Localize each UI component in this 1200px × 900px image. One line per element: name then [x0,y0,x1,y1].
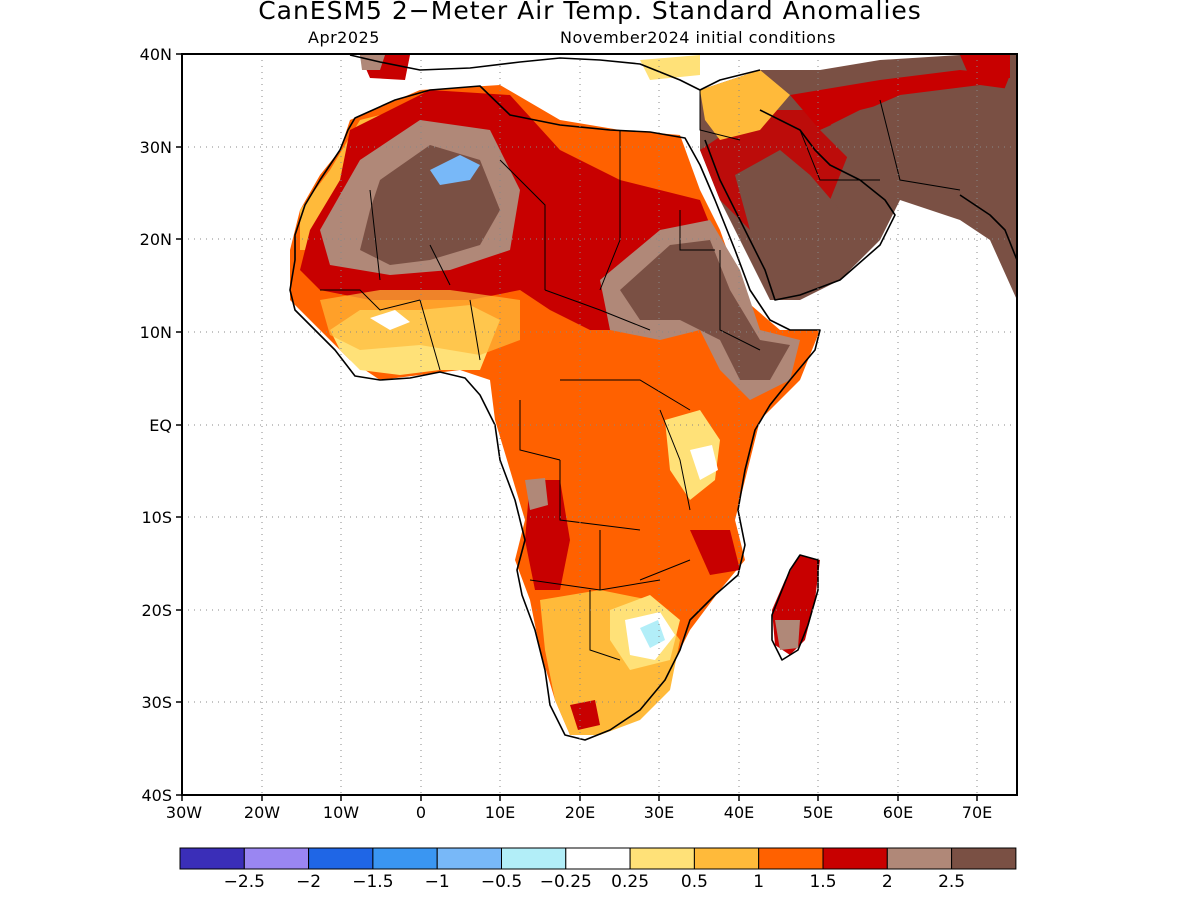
lat-label-10s: 10S [141,508,172,527]
colorbar-label: 2.5 [938,872,965,892]
lon-label-10e: 10E [485,803,515,822]
madagascar-coastline [771,554,819,661]
colorbar-label: −1 [425,872,450,892]
lon-label-10w: 10W [323,803,359,822]
lat-label-20s: 20S [141,601,172,620]
lat-label-30s: 30S [141,693,172,712]
lon-label-30e: 30E [644,803,674,822]
lat-label-30n: 30N [140,138,172,157]
west-africa-white [370,310,410,330]
colorbar-label: −0.5 [481,872,522,892]
iran-dark-brown [820,85,1017,230]
colorbar-swatch [308,847,374,870]
west-africa-light-orange [320,290,520,355]
colorbar-swatch [243,847,310,870]
botswana-cyan [640,620,665,648]
north-med-yellow [640,55,700,80]
arabia-dark-brown [735,150,850,290]
colorbar-swatch [886,847,953,870]
lon-label-30w: 30W [166,803,202,822]
colorbar-swatch [629,847,695,870]
colorbar-label: −2.5 [224,872,265,892]
lon-labels: 30W 20W 10W 0 10E 20E 30E 40E 50E 60E 70… [166,803,992,822]
lon-label-50e: 50E [803,803,833,822]
border-lines [320,90,961,661]
country-borders [320,90,961,661]
arabia-coastline [704,109,896,301]
colorbar: −2.5 −2 −1.5 −1 −0.5 −0.25 0.25 0.5 1 1.5 2 2.5 [179,847,1017,892]
colorbar-swatch [179,847,245,870]
colorbar-swatch [693,847,760,870]
lat-label-40n: 40N [140,45,172,64]
med-coast-europe [349,54,761,91]
lat-label-eq: EQ [149,416,172,435]
lon-label-20e: 20E [565,803,595,822]
forecast-month: Apr2025 [308,28,380,47]
colorbar-swatch [565,847,631,870]
lat-label-20n: 20N [140,230,172,249]
caspian-red [960,55,1010,78]
levant-yellow [700,70,790,140]
lat-label-40s: 40S [141,786,172,805]
coastlines [289,54,1017,741]
gabon-brown [525,478,548,510]
colorbar-label: 0.5 [681,872,708,892]
colorbar-label: 1.5 [809,872,836,892]
lat-label-10n: 10N [140,323,172,342]
lat-labels: 40N 30N 20N 10N EQ 10S 20S 30S 40S [140,45,172,805]
lon-label-20w: 20W [244,803,280,822]
south-africa-red [570,700,600,730]
lon-label-70e: 70E [962,803,992,822]
colorbar-swatch [501,847,567,870]
colorbar-label: 1 [753,872,764,892]
mozambique-red [690,530,740,575]
tick-marks [176,53,978,801]
lon-label-60e: 60E [883,803,913,822]
colorbar-swatch [951,847,1017,870]
africa-coastline [289,85,821,741]
lon-label-40e: 40E [724,803,754,822]
colorbar-label: −1.5 [352,872,393,892]
map-content [182,54,1017,795]
map-title: CanESM5 2−Meter Air Temp. Standard Anoma… [258,0,922,25]
kenya-white [690,445,718,480]
colorbar-label: −0.25 [540,872,592,892]
india-coastline [959,194,1017,261]
colorbar-swatch [436,847,503,870]
lon-label-0: 0 [416,803,426,822]
initial-conditions: November2024 initial conditions [560,28,836,47]
colorbar-swatch [372,847,438,870]
anomaly-shading [290,55,1017,735]
colorbar-swatch [822,847,888,870]
ethiopia-dark-brown [620,240,790,380]
colorbar-label: 2 [882,872,893,892]
madagascar-south-brown [775,620,800,650]
colorbar-label: 0.25 [611,872,649,892]
colorbar-label: −2 [296,872,321,892]
colorbar-swatch [758,847,824,870]
sahara-blue-patch [430,155,480,185]
